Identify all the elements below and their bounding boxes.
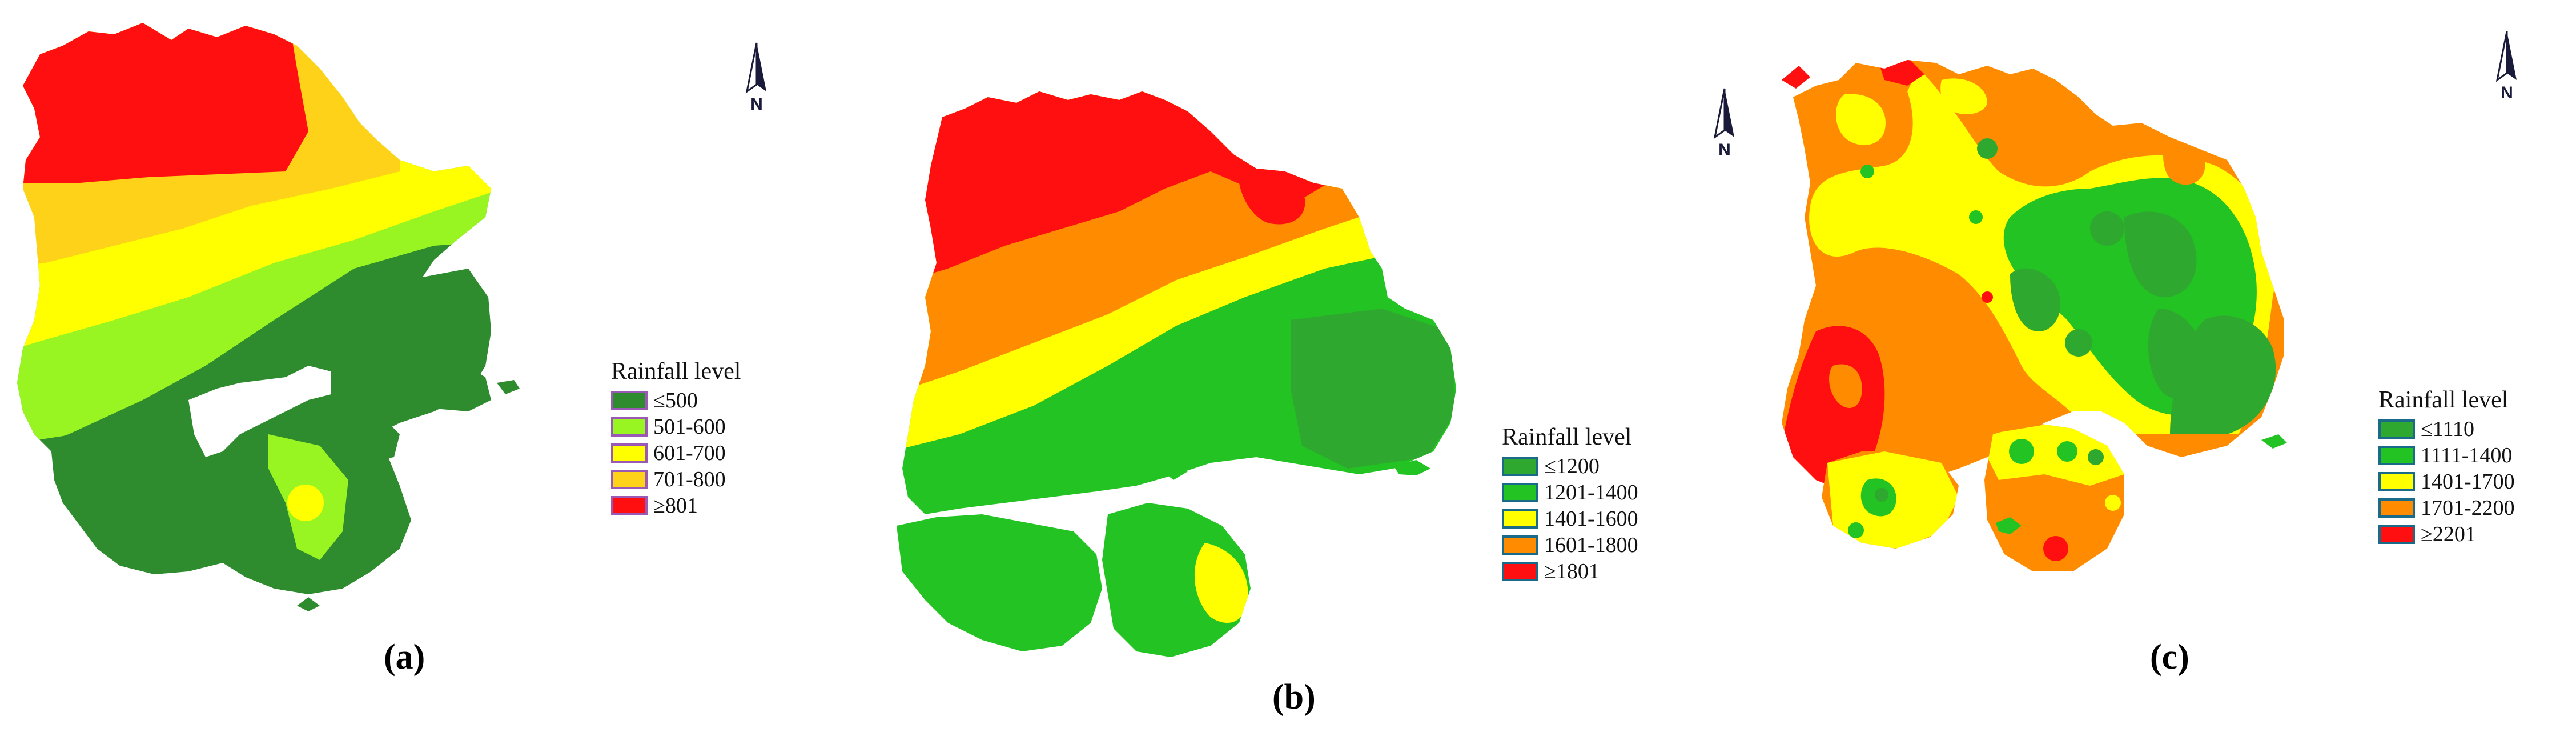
legend-label: 1701-2200 xyxy=(2421,496,2515,520)
legend-item: 1111-1400 xyxy=(2378,443,2515,468)
legend-swatch xyxy=(2378,419,2415,439)
legend-item: ≤1110 xyxy=(2378,417,2515,442)
legend-b: Rainfall level ≤1200 1201-1400 1401-1600… xyxy=(1502,423,1638,585)
north-arrow-c: N xyxy=(2487,29,2527,103)
panel-caption: (b) xyxy=(1272,678,1316,717)
legend-swatch xyxy=(2378,446,2415,465)
legend-item: 1401-1600 xyxy=(1502,506,1638,531)
legend-item: ≤1200 xyxy=(1502,454,1638,479)
north-label: N xyxy=(2501,83,2513,102)
legend-item: 501-600 xyxy=(611,414,741,439)
legend-label: 1401-1600 xyxy=(1544,507,1638,531)
legend-label: 701-800 xyxy=(653,467,726,491)
panel-a: N Rainfall level ≤500 501-600 601-700 70… xyxy=(0,0,845,736)
legend-item: 701-800 xyxy=(611,467,741,492)
legend-title: Rainfall level xyxy=(2378,387,2509,413)
legend-item: 1401-1700 xyxy=(2378,469,2515,494)
legend-label: ≥1801 xyxy=(1544,559,1600,583)
legend-label: ≤1200 xyxy=(1544,454,1600,478)
legend-label: 1111-1400 xyxy=(2421,443,2513,467)
legend-a: Rainfall level ≤500 501-600 601-700 701-… xyxy=(611,357,741,519)
legend-item: ≥801 xyxy=(611,493,741,518)
panel-b: N Rainfall level ≤1200 1201-1400 1401-16… xyxy=(891,0,1734,736)
panel-caption: (a) xyxy=(384,638,425,677)
legend-label: 1201-1400 xyxy=(1544,481,1638,505)
legend-label: ≤1110 xyxy=(2421,417,2475,441)
legend-swatch xyxy=(611,391,648,410)
legend-item: 601-700 xyxy=(611,441,741,466)
legend-swatch xyxy=(1502,457,1538,476)
legend-swatch xyxy=(611,443,648,463)
rainfall-map-a xyxy=(17,23,520,611)
legend-item: ≤500 xyxy=(611,388,741,413)
legend-swatch xyxy=(611,470,648,489)
legend-swatch xyxy=(1502,535,1538,555)
legend-swatch xyxy=(611,417,648,437)
legend-swatch xyxy=(2378,498,2415,518)
north-label: N xyxy=(750,95,763,114)
legend-swatch xyxy=(611,496,648,515)
legend-label: 601-700 xyxy=(653,441,726,465)
legend-swatch xyxy=(2378,472,2415,491)
legend-c: Rainfall level ≤1110 1111-1400 1401-1700… xyxy=(2378,386,2515,548)
legend-swatch xyxy=(1502,562,1538,581)
legend-label: ≤500 xyxy=(653,389,698,413)
legend-label: 1401-1700 xyxy=(2421,470,2515,494)
legend-swatch xyxy=(2378,525,2415,544)
legend-title: Rainfall level xyxy=(611,358,741,385)
legend-title: Rainfall level xyxy=(1502,424,1632,450)
north-arrow-icon xyxy=(745,42,766,94)
north-arrow-b: N xyxy=(1705,86,1745,160)
legend-label: ≥2201 xyxy=(2421,522,2476,546)
legend-item: ≥2201 xyxy=(2378,522,2515,547)
north-label: N xyxy=(1718,141,1731,159)
north-arrow-a: N xyxy=(737,40,777,114)
legend-swatch xyxy=(1502,509,1538,529)
panel-c: N Rainfall level ≤1110 1111-1400 1401-17… xyxy=(1770,0,2576,736)
rainfall-map-c xyxy=(1782,60,2287,571)
legend-swatch xyxy=(1502,483,1538,502)
legend-item: 1701-2200 xyxy=(2378,495,2515,521)
legend-item: 1201-1400 xyxy=(1502,480,1638,505)
legend-item: ≥1801 xyxy=(1502,559,1638,584)
north-arrow-icon xyxy=(1713,88,1734,139)
legend-label: 1601-1800 xyxy=(1544,533,1638,557)
panel-caption: (c) xyxy=(2150,638,2189,677)
legend-item: 1601-1800 xyxy=(1502,533,1638,558)
rainfall-map-b xyxy=(897,91,1456,657)
legend-label: ≥801 xyxy=(653,494,698,518)
legend-label: 501-600 xyxy=(653,415,726,439)
north-arrow-icon xyxy=(2495,31,2517,82)
